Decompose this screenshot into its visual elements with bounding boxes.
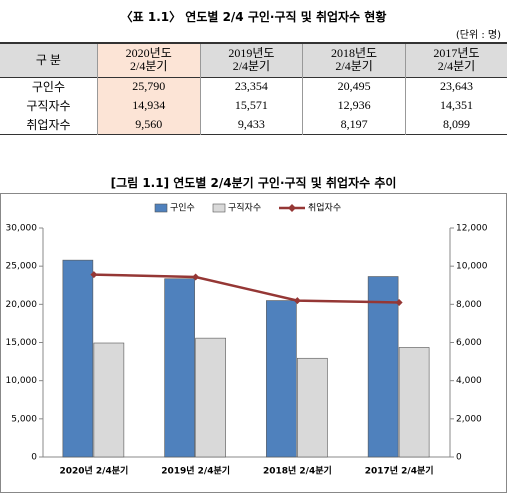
y2-tick-label: 2,000 <box>456 414 482 424</box>
y2-tick-label: 0 <box>456 453 462 463</box>
header-text: 2/4분기 <box>335 59 373 74</box>
bar <box>297 357 328 458</box>
header-text: 2019년도 <box>228 46 275 61</box>
x-tick-label: 2018년 2/4분기 <box>263 465 332 477</box>
y2-tick-label: 4,000 <box>456 376 482 386</box>
marker <box>395 298 403 306</box>
header-text: 구 분 <box>35 52 61 67</box>
header-text: 2017년도 <box>433 46 480 61</box>
cell: 9,433 <box>199 115 303 134</box>
row: 취업자수 9,560 9,433 8,197 8,099 <box>0 115 507 134</box>
header-text: 2018년도 <box>331 46 378 61</box>
cell: 20,495 <box>302 77 406 96</box>
row: 구인수 25,790 23,354 20,495 23,643 <box>0 77 507 96</box>
x-tick-label: 2019년 2/4분기 <box>161 465 230 477</box>
legend-label: 구인수 <box>170 203 195 214</box>
header-cell: 2020년도 2/4분기 <box>96 43 201 77</box>
bar <box>266 300 297 458</box>
marker <box>293 297 301 305</box>
header-text: 2/4분기 <box>232 59 271 74</box>
header-text: 2020년도 <box>125 46 172 61</box>
header-cell: 구 분 <box>0 43 97 77</box>
bar <box>62 259 94 458</box>
bar <box>93 342 125 458</box>
chart-title: [그림 1.1] 연도별 2/4분기 구인·구직 및 취업자수 추이 <box>110 176 397 190</box>
unit: (단위 : 명) <box>455 30 501 41</box>
x-tick-label: 2017년 2/4분기 <box>365 465 434 477</box>
y-tick-label: 15,000 <box>6 338 38 348</box>
legend-label: 취업자수 <box>308 203 341 214</box>
bar <box>164 278 195 458</box>
y2-tick-label: 6,000 <box>456 338 482 348</box>
cell: 9,560 <box>96 115 201 134</box>
row-label: 취업자수 <box>26 117 71 132</box>
header-text: 2/4분기 <box>437 59 476 74</box>
y-tick-label: 0 <box>31 453 37 463</box>
legend-swatch <box>288 204 296 212</box>
row-label: 구인수 <box>31 80 65 95</box>
x-tick-label: 2020년 2/4분기 <box>59 465 128 477</box>
header-row: 구 분 2020년도 2/4분기 2019년도 2/4분기 2018년도 2/4분기 2017… <box>0 43 507 77</box>
cell: 8,197 <box>302 115 406 134</box>
bar <box>398 347 430 458</box>
header-cell: 2019년도 2/4분기 <box>199 43 303 77</box>
table: 구 분 2020년도 2/4분기 2019년도 2/4분기 2018년도 2/4분기 2017… <box>0 42 507 135</box>
cell: 25,790 <box>96 77 201 96</box>
legend-label: 구직자수 <box>228 203 261 214</box>
y-tick-label: 5,000 <box>11 414 37 424</box>
header-cell: 2017년도 2/4분기 <box>404 43 507 77</box>
y2-tick-label: 10,000 <box>456 262 488 272</box>
cell: 15,571 <box>199 96 303 115</box>
legend-swatch <box>154 203 168 213</box>
bar <box>367 276 399 458</box>
y-tick-label: 30,000 <box>6 224 38 234</box>
line <box>93 273 400 304</box>
cell: 14,934 <box>96 96 201 115</box>
cell: 23,643 <box>404 77 507 96</box>
cell: 12,936 <box>302 96 406 115</box>
bar <box>195 337 226 458</box>
cell: 23,354 <box>199 77 303 96</box>
y-tick-label: 25,000 <box>6 262 38 272</box>
legend-swatch <box>212 203 226 213</box>
marker <box>192 273 200 281</box>
y2-tick-label: 8,000 <box>456 300 482 310</box>
y2-tick-label: 12,000 <box>456 224 488 234</box>
table-title: 〈표 1.1〉 연도별 2/4 구인·구직 및 취업자수 현황 <box>120 10 387 24</box>
marker <box>90 271 98 279</box>
row: 구직자수 14,934 15,571 12,936 14,351 <box>0 96 507 115</box>
y-tick-label: 20,000 <box>6 300 38 310</box>
cell: 14,351 <box>404 96 507 115</box>
cell: 8,099 <box>404 115 507 134</box>
row-label: 구직자수 <box>26 99 71 113</box>
header-cell: 2018년도 2/4분기 <box>302 43 406 77</box>
header-text: 2/4분기 <box>130 59 168 74</box>
y-tick-label: 10,000 <box>6 376 38 386</box>
